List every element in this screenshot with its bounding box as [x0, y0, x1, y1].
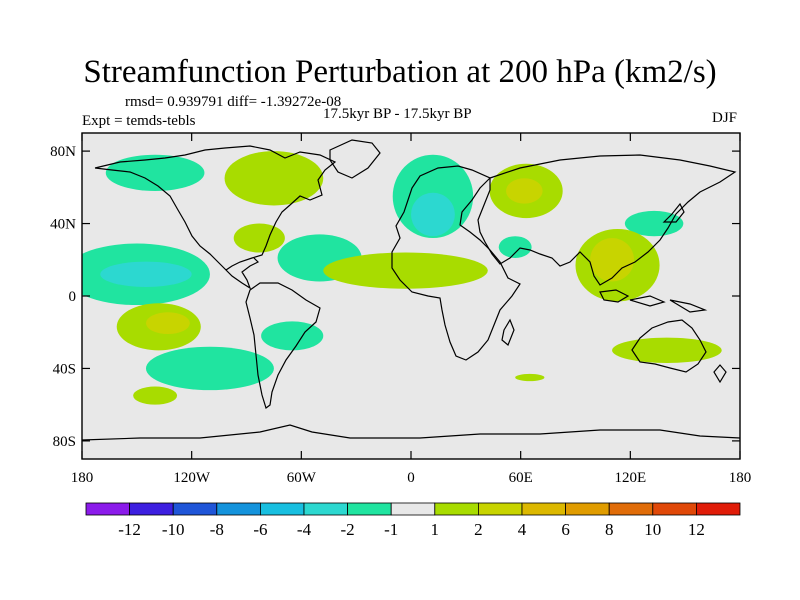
anomaly-region-tropical-east-pacific-core — [100, 261, 192, 287]
lon-tick-label: 180 — [71, 470, 94, 486]
lon-tick-label: 120W — [173, 470, 211, 486]
coastlines — [82, 139, 740, 441]
colorbar-swatch — [521, 502, 566, 516]
anomaly-region-north-america-arctic — [224, 151, 324, 206]
lat-tick-label: 80N — [50, 144, 76, 160]
lat-tick-label: 80S — [53, 434, 76, 450]
axis-ticks: 80N 40N 0 40S 80S 180 120W 60W 0 60E 120E 180 — [50, 133, 751, 486]
colorbar-label: -6 — [253, 520, 267, 539]
colorbar-swatch — [259, 502, 305, 516]
coast-greenland — [329, 139, 381, 179]
anomaly-region-central-pacific-south-core — [145, 312, 190, 335]
coast-asia — [477, 154, 737, 286]
anomaly-region-south-pacific-ring — [133, 386, 178, 405]
anomaly-region-southern-australia — [612, 337, 722, 364]
coast-new-zealand — [713, 364, 727, 384]
colorbar-swatch — [565, 502, 610, 516]
coast-maritime-islands — [599, 289, 708, 313]
colorbar-label: 6 — [561, 520, 570, 539]
experiment-label: Expt = temds-tebls — [82, 113, 196, 129]
colorbar-label: 10 — [644, 520, 661, 539]
coast-north-america — [94, 145, 337, 290]
anomaly-region-north-pacific-high-lat — [105, 154, 205, 191]
anomaly-region-arabia — [498, 236, 532, 258]
colorbar-label: 4 — [518, 520, 527, 539]
colorbar-swatch — [172, 502, 218, 516]
page-title: Streamfunction Perturbation at 200 hPa (… — [83, 54, 717, 90]
colorbar-label: 8 — [605, 520, 614, 539]
lat-tick-label: 40N — [50, 217, 76, 233]
anomaly-region-south-american-coast — [261, 321, 324, 351]
anomaly-region-south-pacific-mid — [145, 346, 274, 391]
colorbar-swatch — [303, 502, 348, 516]
stats-line: rmsd= 0.939791 diff= -1.39272e-08 — [125, 94, 342, 110]
coast-europe-africa — [391, 165, 521, 361]
anomaly-layer — [82, 151, 722, 405]
lat-tick-label: 40S — [53, 361, 76, 377]
period-label: 17.5kyr BP - 17.5kyr BP — [323, 106, 472, 122]
coast-australia — [631, 319, 707, 373]
colorbar-swatch — [696, 502, 741, 516]
lat-tick-label: 0 — [69, 289, 77, 305]
colorbar-label: -2 — [341, 520, 355, 539]
colorbar-label: -1 — [384, 520, 398, 539]
lon-tick-label: 60W — [287, 470, 317, 486]
colorbar-swatch — [652, 502, 697, 516]
season-label: DJF — [712, 110, 738, 126]
coast-japan — [662, 202, 685, 223]
lon-tick-label: 180 — [729, 470, 752, 486]
colorbar-label: -8 — [210, 520, 224, 539]
lon-tick-label: 0 — [407, 470, 415, 486]
colorbar-label: -4 — [297, 520, 312, 539]
colorbar-swatch — [85, 502, 130, 516]
coast-antarctica — [82, 424, 740, 441]
anomaly-region-south-atlantic-small — [515, 373, 545, 382]
colorbar-label: -10 — [162, 520, 185, 539]
colorbar-label: 12 — [688, 520, 705, 539]
anomaly-region-europe-core — [411, 192, 455, 237]
anomaly-region-central-asia-core — [506, 178, 543, 204]
coast-madagascar — [501, 318, 515, 346]
lon-tick-label: 60E — [509, 470, 533, 486]
colorbar-swatch — [390, 502, 436, 516]
colorbar-swatch — [347, 502, 392, 516]
colorbar-swatch — [477, 502, 523, 516]
colorbar-label: 1 — [431, 520, 440, 539]
colorbar-label: 2 — [474, 520, 483, 539]
colorbar-swatch — [608, 502, 654, 516]
coast-south-america — [245, 282, 321, 409]
anomaly-region-eastern-north-america — [233, 223, 285, 253]
lon-tick-label: 120E — [614, 470, 646, 486]
anomaly-region-tropical-atlantic-africa — [323, 252, 488, 289]
colorbar-label: -12 — [118, 520, 141, 539]
colorbar-swatch — [216, 502, 261, 516]
colorbar: -12 -10 -8 -6 -4 -2 -1 1 2 4 6 8 10 12 — [85, 502, 741, 539]
anomaly-region-south-asia-core — [590, 238, 634, 282]
colorbar-swatch — [434, 502, 479, 516]
colorbar-swatch — [129, 502, 174, 516]
